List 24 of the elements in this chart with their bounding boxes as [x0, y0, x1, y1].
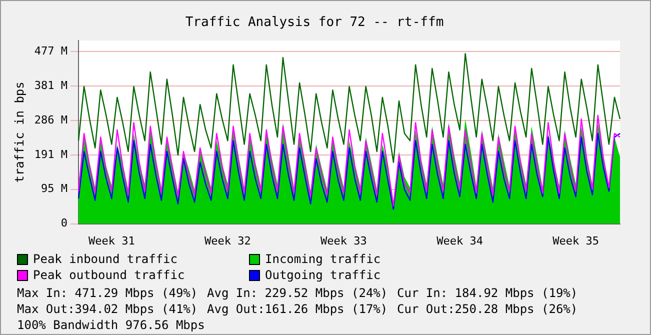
x-tick-label: Week 32 [204, 234, 251, 248]
chart-title: Traffic Analysis for 72 -- rt-ffm [185, 15, 444, 30]
text: Avg Out:161.26 Mbps (17%) [207, 301, 389, 317]
legend-label: Peak outbound traffic [33, 267, 185, 283]
y-tick-label: 477 M [34, 44, 68, 58]
text: Cur In: 184.92 Mbps (19%) [397, 285, 579, 301]
y-tick-label: 95 M [41, 182, 68, 196]
x-tick-label: Week 35 [552, 234, 599, 248]
text: Cur Out:250.28 Mbps (26%) [397, 301, 579, 317]
y-tick-label: 0 [60, 216, 68, 230]
text: Max In: 471.29 Mbps (49%) [17, 285, 199, 301]
y-tick-label: 286 M [34, 113, 68, 126]
legend-label: Incoming traffic [265, 251, 381, 267]
x-tick-label: Week 31 [88, 234, 135, 248]
legend-label: Peak inbound traffic [33, 251, 178, 267]
text: Avg In: 229.52 Mbps (24%) [207, 285, 389, 301]
legend-label: Outgoing traffic [265, 267, 381, 283]
y-tick-label: 191 M [34, 148, 68, 161]
text: 100% Bandwidth 976.56 Mbps [17, 317, 206, 333]
text: Max Out:394.02 Mbps (41%) [17, 301, 199, 317]
y-axis-title: traffic in bps [12, 82, 26, 183]
y-tick-label: 381 M [34, 78, 68, 92]
x-tick-label: Week 33 [320, 234, 367, 248]
x-tick-label: Week 34 [436, 234, 484, 248]
